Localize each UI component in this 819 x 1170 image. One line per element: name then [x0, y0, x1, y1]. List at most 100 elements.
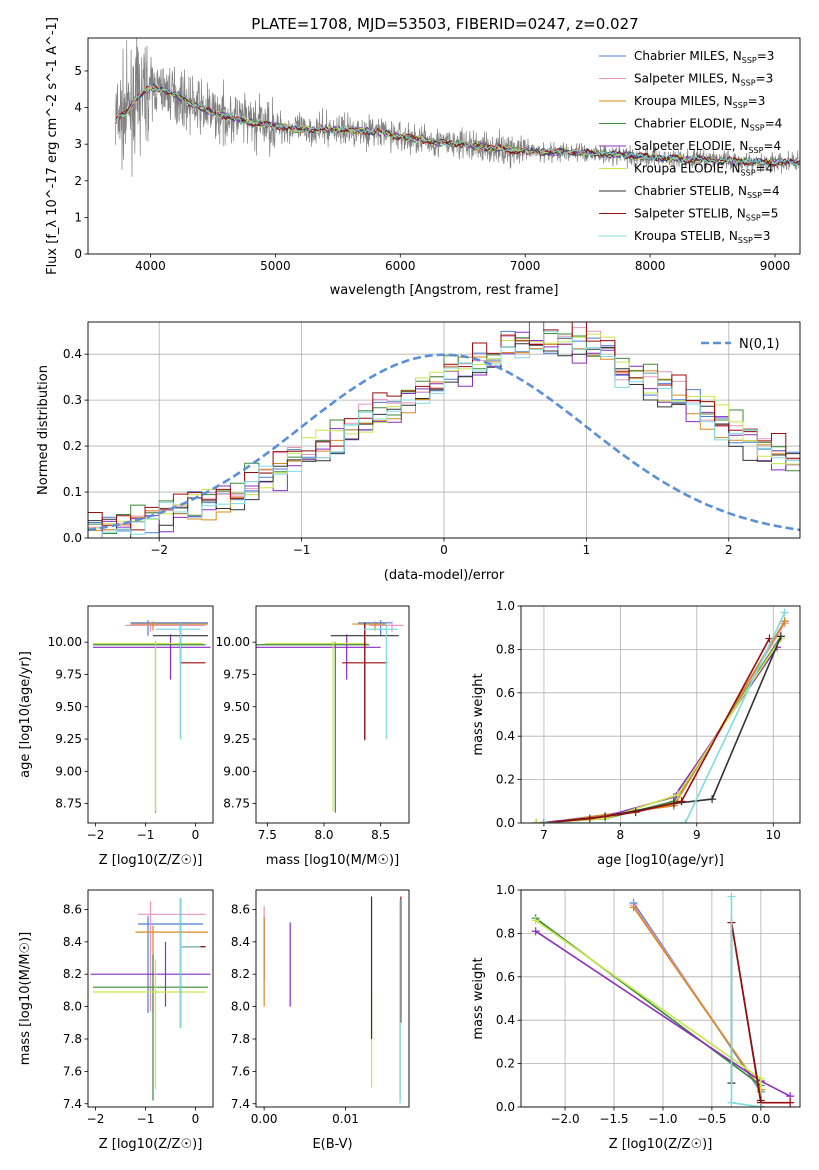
y-tick-label: 3: [74, 137, 82, 151]
model-spectrum-line: [115, 83, 800, 167]
x-tick-label: 0.00: [251, 1112, 278, 1126]
age-vs-mass-plot-area: [256, 620, 404, 813]
y-tick-label: 7.4: [231, 1097, 250, 1111]
y-tick-label: 7.6: [63, 1064, 82, 1078]
mass-weight-marker: [677, 797, 686, 806]
x-tick-label: −2.0: [550, 1112, 579, 1126]
mass-weight-marker: [756, 1074, 765, 1083]
x-tick-label: 0: [192, 828, 200, 842]
y-tick-label: 8.75: [223, 797, 250, 811]
x-tick-label: 9: [693, 828, 701, 842]
normal-distribution-curve: [88, 353, 800, 532]
mass-weight-line: [536, 638, 782, 823]
y-tick-label: 5: [74, 64, 82, 78]
x-tick-label: 4000: [135, 259, 166, 273]
legend-entry: Salpeter ELODIE, NSSP=4: [634, 139, 781, 155]
x-tick-label: 0.0: [751, 1112, 770, 1126]
y-tick-label: 0.2: [496, 773, 515, 787]
y-tick-label: 0.0: [496, 1100, 515, 1114]
mass-vs-Z-grid: [84, 909, 196, 1111]
x-tick-label: 1: [583, 543, 591, 557]
y-tick-label: 8.4: [231, 935, 250, 949]
mass-vs-Z-y-axis-label: mass [log10(M/M☉)]: [18, 932, 33, 1065]
x-tick-label: 6000: [385, 259, 416, 273]
x-tick-label: 7: [540, 828, 548, 842]
y-tick-label: 8.2: [231, 967, 250, 981]
massweight-vs-Z-plot-area: [531, 892, 795, 1107]
mass-vs-ebv-grid: [252, 909, 346, 1111]
mass-weight-marker: [532, 819, 541, 823]
x-tick-label: −0.5: [697, 1112, 726, 1126]
y-tick-label: 0.2: [63, 439, 82, 453]
y-tick-label: 0.3: [63, 393, 82, 407]
mass-weight-marker: [756, 1103, 765, 1107]
y-tick-label: 9.50: [223, 700, 250, 714]
y-tick-label: 0.4: [496, 1013, 515, 1027]
mass-weight-line: [543, 636, 782, 823]
spectrum-plot-area: [115, 38, 800, 177]
mass-weight-marker: [681, 819, 690, 823]
mass-vs-ebv-frame: [255, 889, 410, 1108]
x-tick-label: 5000: [260, 259, 291, 273]
y-tick-label: 1: [74, 210, 82, 224]
x-tick-label: 8.5: [371, 828, 390, 842]
mass-weight-line: [543, 620, 786, 823]
mass-vs-Z-frame: [87, 889, 214, 1108]
mass-weight-marker: [708, 795, 717, 804]
mass-vs-ebv-plot-area: [263, 896, 402, 1104]
model-spectrum-line: [115, 85, 800, 167]
y-tick-label: 0.0: [63, 531, 82, 545]
mass-vs-ebv-x-axis-label: E(B-V): [312, 1137, 352, 1152]
massweight-vs-age-plot-area: [532, 608, 789, 823]
legend-entry: Chabrier STELIB, NSSP=4: [634, 184, 780, 200]
mass-weight-line: [543, 622, 786, 823]
massweight-vs-Z-x-axis-label: Z [log10(Z/Z☉)]: [609, 1137, 713, 1152]
mass-weight-line: [543, 612, 786, 823]
legend-entry: Kroupa STELIB, NSSP=3: [634, 229, 771, 245]
mass-weight-line: [535, 917, 762, 1107]
y-tick-label: 9.50: [55, 700, 82, 714]
y-tick-label: 7.8: [63, 1032, 82, 1046]
residuals-frame: [87, 321, 801, 539]
mass-weight-marker: [629, 903, 638, 912]
residuals-y-axis-label: Normed distribution: [36, 365, 51, 495]
x-tick-label: −1.5: [599, 1112, 628, 1126]
y-tick-label: 8.75: [55, 797, 82, 811]
x-tick-label: 10: [766, 828, 781, 842]
mass-weight-marker: [780, 617, 789, 626]
y-tick-label: 10.00: [48, 635, 82, 649]
x-tick-label: 7000: [510, 259, 541, 273]
y-tick-label: 2: [74, 174, 82, 188]
y-tick-label: 8.6: [63, 902, 82, 916]
massweight-vs-Z-frame: [520, 889, 801, 1108]
x-tick-label: 0: [440, 543, 448, 557]
x-tick-label: 8000: [635, 259, 666, 273]
age-vs-Z-grid: [84, 641, 196, 827]
age-vs-mass-grid: [252, 641, 382, 827]
x-tick-label: 7.5: [258, 828, 277, 842]
mass-weight-marker: [727, 892, 736, 901]
massweight-vs-age-frame: [520, 605, 801, 824]
x-tick-label: 0: [192, 1112, 200, 1126]
spectrum-grid: [84, 70, 776, 258]
y-tick-label: 9.75: [223, 667, 250, 681]
mass-weight-marker: [727, 1098, 736, 1107]
residuals-plot-area: [88, 322, 800, 538]
y-tick-label: 0.6: [496, 970, 515, 984]
mass-weight-marker: [531, 916, 540, 925]
plot-layer: 4000 5000 6000 7000 8000 9000012345wavelength…: [18, 17, 801, 1152]
y-tick-label: 8.0: [231, 1000, 250, 1014]
y-tick-label: 9.00: [223, 764, 250, 778]
y-tick-label: 7.8: [231, 1032, 250, 1046]
x-tick-label: 8: [617, 828, 625, 842]
y-tick-label: 0: [74, 247, 82, 261]
spectrum-frame: [87, 37, 801, 255]
mass-weight-line: [543, 638, 771, 823]
age-vs-Z-plot-area: [93, 620, 211, 813]
y-tick-label: 0.8: [496, 642, 515, 656]
x-tick-label: −1: [137, 828, 155, 842]
spectrum-x-axis-label: wavelength [Angstrom, rest frame]: [330, 283, 559, 298]
y-tick-label: 0.1: [63, 485, 82, 499]
mass-weight-line: [536, 635, 782, 823]
y-tick-label: 8.0: [63, 1000, 82, 1014]
